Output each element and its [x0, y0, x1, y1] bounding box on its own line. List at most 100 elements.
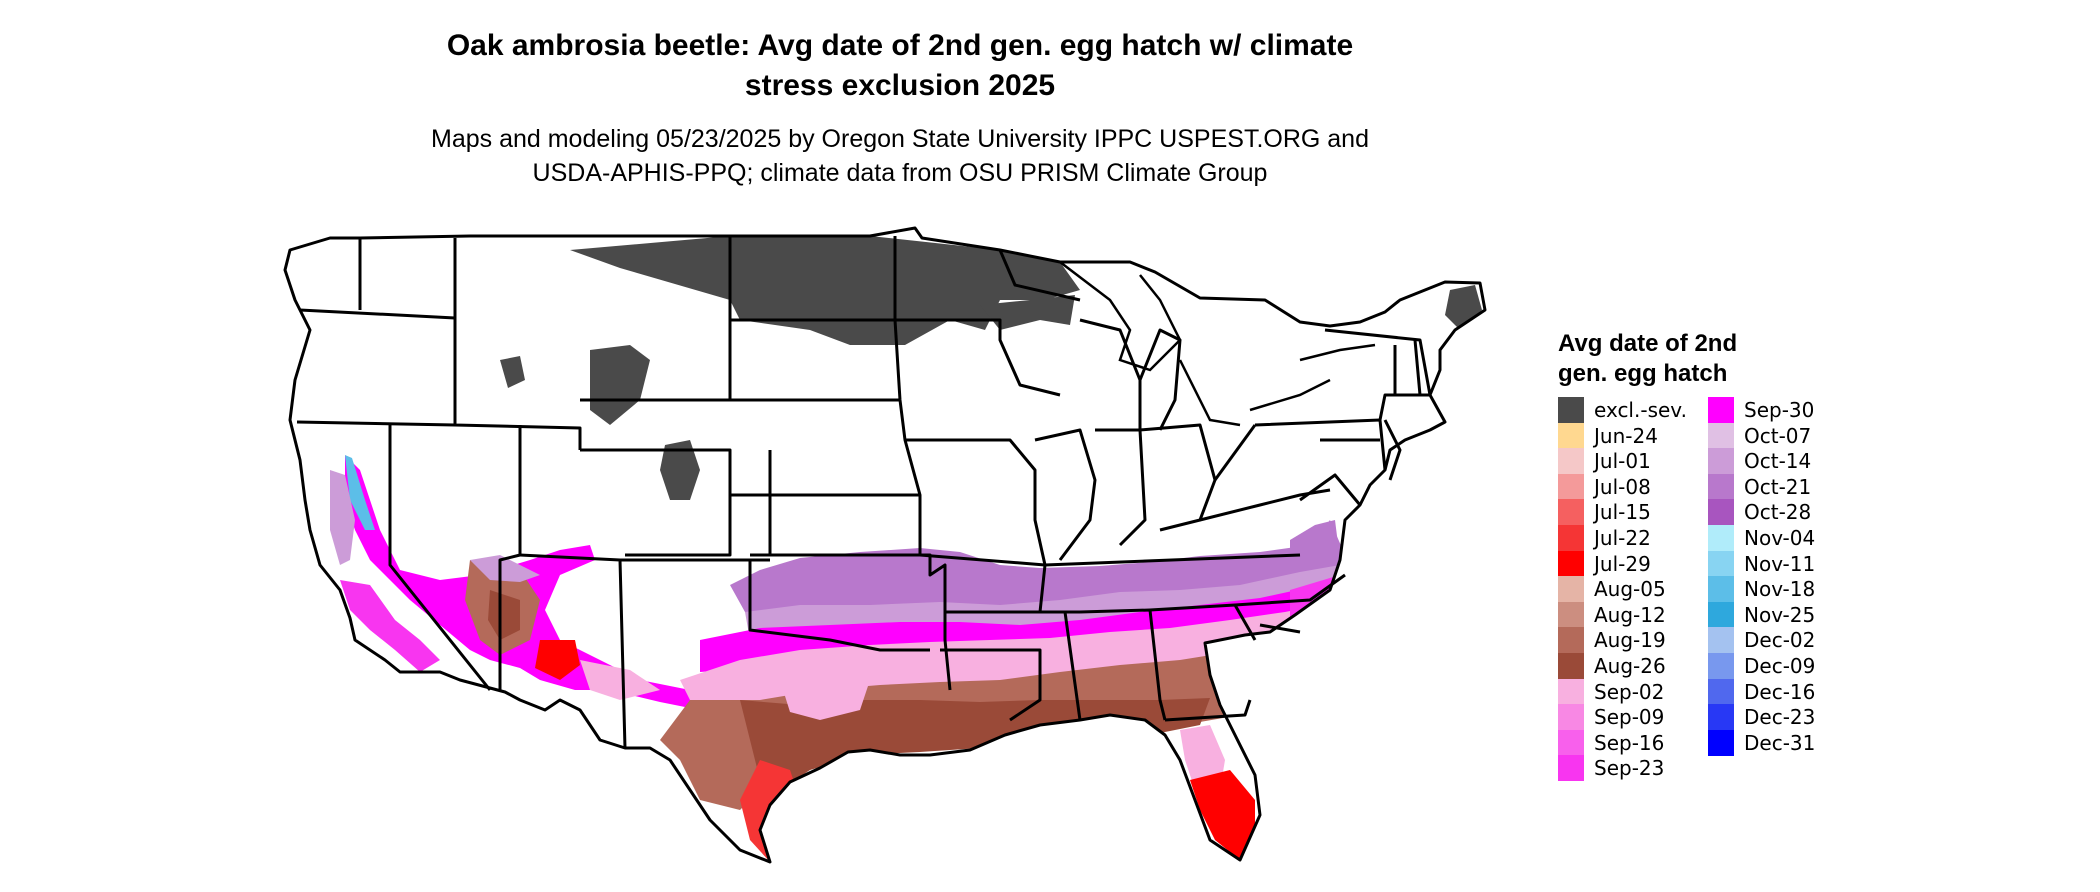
legend-item: Aug-26 [1558, 653, 1666, 679]
legend-item: Nov-18 [1708, 576, 1816, 603]
legend-item: Sep-16 [1558, 729, 1665, 756]
legend-label: Sep-30 [1744, 398, 1815, 422]
legend-label: Oct-21 [1744, 474, 1812, 499]
legend-swatch [1708, 499, 1734, 526]
legend-item: Jun-24 [1558, 422, 1658, 449]
legend-item: Oct-14 [1708, 448, 1812, 475]
legend-swatch [1708, 473, 1734, 500]
florida-pink [1180, 725, 1225, 790]
az-red-region [535, 640, 580, 680]
legend-label: Oct-07 [1744, 423, 1812, 448]
legend-swatch [1558, 755, 1584, 782]
map-title-line1: Oak ambrosia beetle: Avg date of 2nd gen… [446, 29, 1354, 62]
legend-swatch [1558, 678, 1584, 705]
legend-label: Jun-24 [1594, 423, 1658, 448]
lavender-light-band [745, 565, 1345, 640]
tx-pink-blob [780, 672, 870, 720]
legend-item: Nov-04 [1708, 525, 1815, 551]
legend-label: Dec-09 [1744, 654, 1816, 678]
legend-label: Oct-14 [1744, 449, 1812, 474]
sw-cyan-edge [345, 455, 375, 530]
legend-swatch [1708, 576, 1734, 603]
legend-swatch [1708, 397, 1734, 423]
legend-item: Sep-09 [1558, 704, 1665, 731]
west-coast-lavender [330, 470, 355, 565]
legend-label: excl.-sev. [1594, 398, 1687, 422]
legend-item: Oct-21 [1708, 473, 1812, 500]
legend-swatch [1558, 729, 1584, 756]
map-title-line2: stress exclusion 2025 [744, 69, 1056, 102]
legend-item: Dec-16 [1708, 678, 1816, 705]
legend-swatch [1558, 601, 1584, 628]
legend-label: Aug-12 [1594, 602, 1666, 627]
legend-label: Sep-23 [1594, 756, 1665, 781]
legend-title-line1: Avg date of 2nd [1558, 330, 1738, 357]
legend-swatch [1708, 422, 1734, 449]
legend-swatch [1558, 576, 1584, 603]
legend-item: Nov-25 [1708, 601, 1816, 628]
legend-swatch [1708, 729, 1734, 756]
legend-swatch [1708, 448, 1734, 475]
legend-item: Dec-23 [1708, 704, 1816, 731]
legend-label: Aug-26 [1594, 654, 1666, 678]
legend-swatch [1558, 653, 1584, 679]
legend-item: Aug-12 [1558, 601, 1666, 628]
legend-swatch [1558, 448, 1584, 475]
legend-label: Jul-01 [1594, 449, 1651, 474]
legend-label: Aug-05 [1594, 577, 1666, 602]
legend-swatch [1708, 678, 1734, 705]
legend-swatch [1558, 499, 1584, 526]
legend-label: Nov-25 [1744, 602, 1816, 627]
legend-item: Jul-08 [1558, 473, 1651, 500]
legend-swatch [1708, 704, 1734, 731]
legend-swatch [1558, 422, 1584, 449]
legend-item: Dec-31 [1708, 729, 1816, 756]
legend-item: Aug-05 [1558, 576, 1666, 603]
legend-swatch [1558, 397, 1584, 423]
legend-title-line2: gen. egg hatch [1558, 360, 1728, 387]
legend-label: Sep-16 [1594, 730, 1665, 755]
sw-lavender-region [470, 555, 540, 582]
legend-swatch [1708, 627, 1734, 654]
legend-label: Nov-18 [1744, 577, 1816, 602]
us-map [283, 226, 1487, 864]
legend-swatch [1708, 550, 1734, 577]
legend-label: Aug-19 [1594, 628, 1666, 653]
legend-label: Sep-02 [1594, 679, 1665, 704]
legend-item: Jul-01 [1558, 448, 1651, 475]
sw-brown-dark [488, 590, 520, 640]
map-subtitle-line2: USDA-APHIS-PPQ; climate data from OSU PR… [532, 159, 1268, 187]
az-pink-region [580, 660, 660, 700]
legend-item: Oct-28 [1708, 499, 1812, 526]
legend-label: Nov-04 [1744, 526, 1816, 550]
florida-red [1190, 770, 1255, 860]
legend-label: Jul-29 [1594, 551, 1651, 576]
legend-label: Sep-09 [1594, 705, 1665, 730]
legend-label: Nov-11 [1744, 551, 1816, 576]
legend-item: Jul-15 [1558, 499, 1651, 526]
map-subtitle-line1: Maps and modeling 05/23/2025 by Oregon S… [431, 125, 1369, 153]
legend-item: Dec-02 [1708, 627, 1816, 654]
legend-label: Jul-15 [1594, 500, 1651, 525]
legend-label: Jul-22 [1594, 526, 1651, 550]
legend-item: Nov-11 [1708, 550, 1816, 577]
legend-swatch [1708, 653, 1734, 679]
legend-label: Dec-02 [1744, 628, 1816, 653]
great-lakes [1059, 261, 1376, 427]
legend-item: excl.-sev. [1558, 397, 1687, 423]
legend-swatch [1708, 601, 1734, 628]
legend-label: Jul-08 [1594, 474, 1651, 499]
west-coast-magenta [340, 580, 440, 672]
legend-label: Dec-16 [1744, 679, 1816, 704]
va-lavender-edge [1290, 520, 1340, 565]
legend-item: Dec-09 [1708, 653, 1815, 679]
legend-swatch [1558, 525, 1584, 551]
legend-swatch [1558, 704, 1584, 731]
legend-label: Dec-23 [1744, 705, 1816, 730]
legend-label: Oct-28 [1744, 500, 1812, 525]
legend-swatch [1708, 525, 1734, 551]
legend-item: Aug-19 [1558, 627, 1666, 654]
state-boundaries [283, 226, 1487, 864]
legend-label: Dec-31 [1744, 730, 1816, 755]
legend-item: Sep-23 [1558, 755, 1665, 782]
